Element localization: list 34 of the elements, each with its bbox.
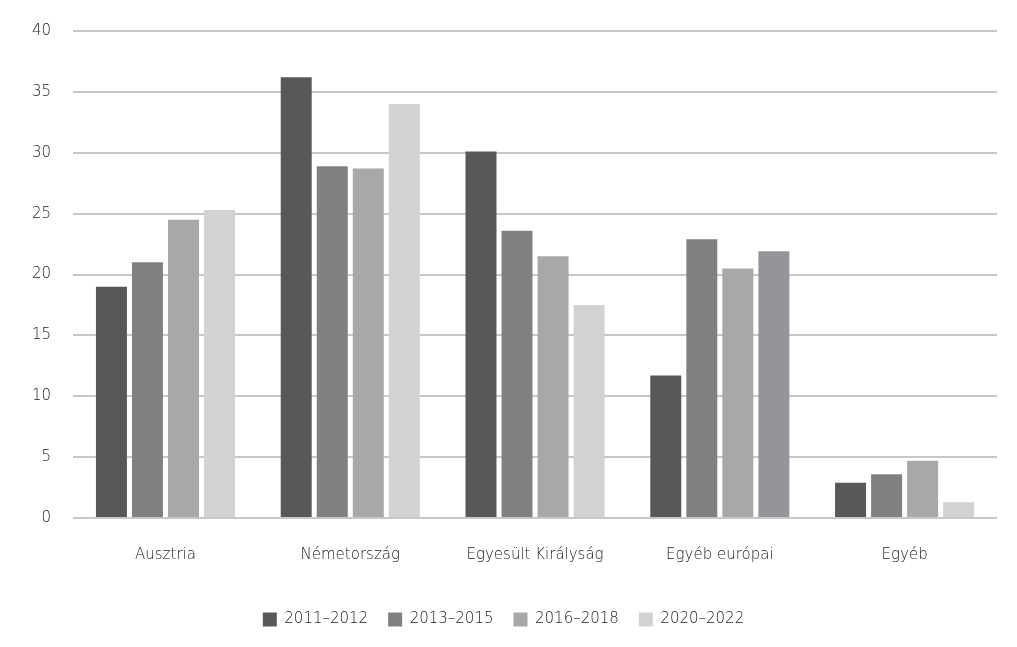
x-tick-label: Németország [300,544,400,563]
bar [501,230,533,517]
bar [835,482,867,517]
bar [168,219,199,517]
bar [537,256,569,517]
legend-label: 2016–2018 [535,609,619,628]
bar [95,286,127,517]
y-tick-label: 0 [41,507,52,526]
x-tick-label: Egyesült Királyság [466,544,604,563]
bar [871,474,903,517]
x-tick-label: Egyéb európai [666,544,774,563]
bar [650,375,682,517]
bar [758,251,790,517]
legend-label: 2011–2012 [284,609,369,628]
bar [465,151,497,517]
bar [722,268,754,517]
y-tick-label: 25 [31,203,52,222]
bar [316,166,348,517]
y-tick-label: 5 [41,447,52,466]
y-tick-label: 35 [31,81,52,100]
legend-label: 2020–2022 [660,609,745,628]
y-tick-label: 10 [31,386,52,405]
y-tick-label: 40 [31,20,52,39]
y-tick-label: 20 [31,264,52,283]
bar [686,239,718,517]
y-tick-label: 15 [31,325,52,344]
bar [352,168,384,517]
bar [907,460,939,517]
x-tick-label: Egyéb [881,544,928,563]
x-tick-label: Ausztria [135,544,196,563]
y-tick-label: 30 [31,142,52,161]
bar [280,77,312,517]
legend-label: 2013–2015 [409,609,494,628]
bar [131,262,163,517]
